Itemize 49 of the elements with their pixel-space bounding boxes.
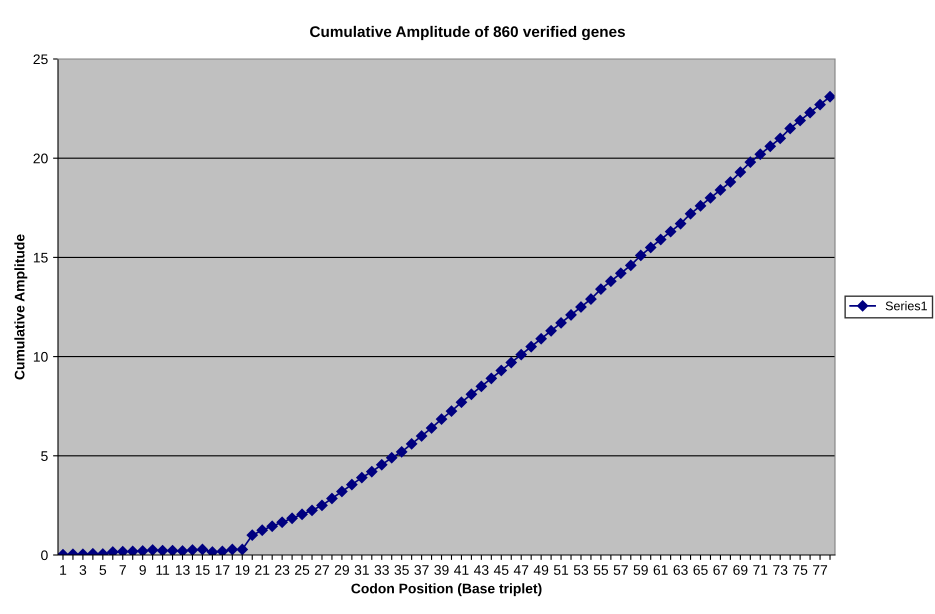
x-tick-label: 51 [554, 565, 568, 575]
y-tick-label: 5 [41, 451, 48, 461]
x-tick-label: 55 [594, 565, 608, 575]
x-tick-label: 53 [574, 565, 588, 575]
x-axis-title: Codon Position (Base triplet) [351, 583, 542, 596]
x-tick-label: 29 [334, 565, 349, 575]
y-tick-label: 15 [34, 252, 48, 263]
x-tick-label: 17 [216, 565, 230, 575]
x-tick-label: 59 [634, 565, 648, 575]
x-tick-label: 61 [654, 565, 668, 575]
x-tick-label: 9 [139, 565, 146, 575]
x-tick-label: 57 [614, 565, 628, 575]
chart-title: Cumulative Amplitude of 860 verified genes [310, 26, 625, 40]
legend-label: Series1 [886, 301, 927, 310]
x-tick-label: 71 [753, 565, 768, 575]
x-tick-label: 35 [394, 565, 409, 575]
x-tick-label: 5 [100, 565, 106, 575]
x-tick-label: 33 [374, 565, 389, 575]
x-tick-label: 25 [295, 565, 310, 575]
x-tick-label: 19 [236, 565, 250, 575]
x-tick-label: 77 [813, 565, 828, 575]
x-tick-label: 31 [354, 565, 369, 575]
y-tick-label: 20 [34, 154, 48, 164]
x-tick-label: 67 [713, 565, 728, 575]
x-tick-label: 15 [196, 565, 210, 575]
x-tick-label: 3 [80, 565, 86, 575]
x-tick-label: 27 [314, 565, 330, 575]
x-tick-label: 21 [255, 565, 270, 575]
x-tick-label: 45 [494, 565, 508, 575]
x-tick-label: 7 [120, 565, 126, 575]
x-tick-label: 41 [454, 565, 468, 575]
x-tick-label: 73 [773, 565, 788, 575]
y-tick-label: 25 [34, 54, 48, 64]
y-tick-label: 0 [41, 550, 48, 560]
y-axis-title: Cumulative Amplitude [14, 234, 28, 380]
x-tick-label: 47 [514, 565, 528, 575]
x-tick-label: 43 [474, 565, 488, 575]
x-tick-label: 1 [60, 565, 66, 575]
x-tick-label: 13 [176, 565, 190, 575]
x-tick-label: 39 [434, 565, 449, 575]
x-tick-label: 37 [414, 565, 429, 575]
x-tick-label: 75 [793, 565, 808, 575]
x-tick-label: 65 [694, 565, 708, 575]
x-tick-label: 49 [534, 565, 548, 575]
x-tick-label: 63 [674, 565, 688, 575]
x-tick-label: 69 [733, 565, 748, 575]
y-tick-label: 10 [34, 352, 48, 362]
x-tick-label: 23 [275, 565, 290, 575]
x-tick-label: 11 [156, 565, 170, 575]
